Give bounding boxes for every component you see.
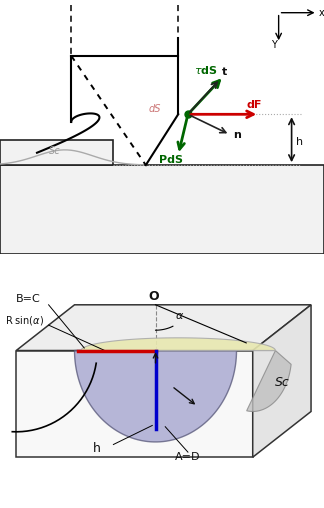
Polygon shape xyxy=(75,351,237,442)
Text: Y: Y xyxy=(272,40,277,50)
Text: x: x xyxy=(319,8,324,18)
Polygon shape xyxy=(16,305,311,351)
Text: Sc: Sc xyxy=(275,376,290,389)
Text: n: n xyxy=(233,131,241,140)
Text: h: h xyxy=(93,442,101,455)
Text: $\tau$dS: $\tau$dS xyxy=(194,64,218,76)
Text: B=C: B=C xyxy=(16,294,41,304)
Text: $\alpha$: $\alpha$ xyxy=(175,311,184,321)
Text: Sc: Sc xyxy=(49,146,60,155)
Polygon shape xyxy=(81,338,275,351)
Text: PdS: PdS xyxy=(159,154,183,165)
Text: R sin($\alpha$): R sin($\alpha$) xyxy=(5,314,44,327)
Polygon shape xyxy=(247,351,291,411)
Polygon shape xyxy=(253,305,311,457)
Text: dF: dF xyxy=(246,100,261,110)
Text: A=D: A=D xyxy=(175,452,201,462)
Bar xyxy=(0,165,324,254)
Bar xyxy=(0,140,113,165)
Text: t: t xyxy=(222,67,227,77)
Text: O: O xyxy=(149,290,159,303)
Text: dS: dS xyxy=(149,104,162,114)
Polygon shape xyxy=(16,351,253,457)
Text: h: h xyxy=(296,137,304,147)
